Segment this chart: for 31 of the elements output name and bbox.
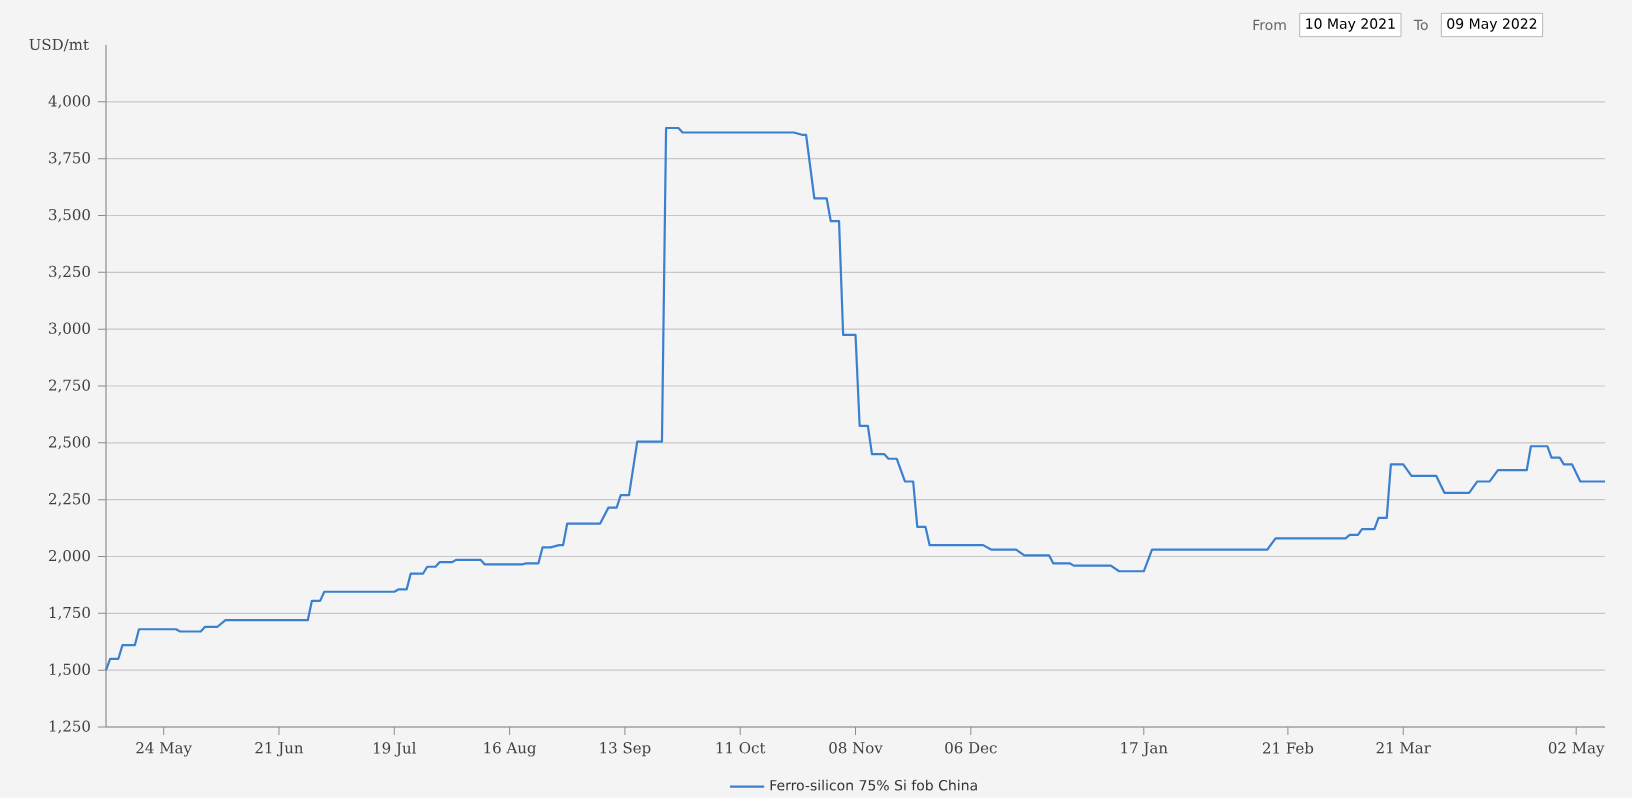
legend-label: Ferro-silicon 75% Si fob China (770, 779, 977, 791)
x-tick-label: 08 Nov (829, 742, 883, 754)
x-tick-label: 06 Dec (945, 742, 997, 754)
y-tick-label: 2,750 (49, 379, 90, 393)
y-tick-label: 1,250 (49, 720, 90, 734)
text: 09 May 2022 (1447, 18, 1537, 32)
y-tick-label: 3,750 (49, 152, 90, 166)
x-tick-label: 21 Jun (255, 742, 304, 757)
y-tick-label: 3,250 (49, 265, 90, 279)
x-tick-label: 16 Aug (484, 742, 537, 757)
y-axis-title: USD/mt (29, 38, 89, 52)
y-tick-label: 3,500 (49, 208, 90, 223)
y-tick-label: 3,000 (49, 322, 90, 336)
text: To (1413, 19, 1428, 31)
x-tick-label: 21 Feb (1262, 742, 1314, 754)
x-tick-label: 02 May (1548, 742, 1605, 757)
y-tick-label: 2,500 (49, 436, 90, 450)
y-tick-label: 4,000 (48, 95, 90, 109)
x-tick-label: 19 Jul (373, 742, 416, 757)
y-tick-label: 1,500 (49, 663, 90, 677)
y-tick-label: 2,000 (49, 549, 90, 564)
x-tick-label: 24 May (136, 742, 192, 757)
x-tick-label: 21 Mar (1376, 742, 1431, 754)
x-tick-label: 17 Jan (1121, 742, 1168, 757)
x-tick-label: 11 Oct (716, 742, 766, 754)
text: From (1253, 19, 1286, 31)
y-tick-label: 1,750 (49, 606, 90, 620)
text: 10 May 2021 (1306, 18, 1395, 32)
line-series (104, 126, 1607, 672)
y-tick-label: 2,250 (49, 493, 90, 507)
x-tick-label: 13 Sep (600, 742, 651, 757)
